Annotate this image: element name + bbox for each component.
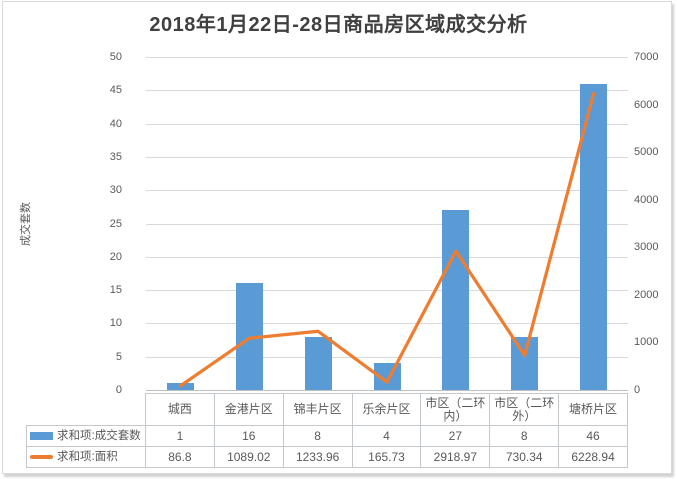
table-cell: 6228.94 <box>559 447 628 468</box>
table-cell: 2918.97 <box>421 447 491 468</box>
table-column-header: 市区（二环内） <box>421 393 491 426</box>
table-cell: 1 <box>146 426 215 447</box>
right-axis-tick: 4000 <box>634 193 659 206</box>
gridline <box>146 290 628 292</box>
left-axis-tick: 25 <box>109 217 122 230</box>
right-axis-tick: 6000 <box>634 98 659 111</box>
area-line <box>178 92 596 388</box>
x-axis-line <box>146 390 628 391</box>
right-axis-tick: 1000 <box>634 336 659 349</box>
gridline <box>146 256 628 258</box>
left-axis-tick: 5 <box>115 350 122 363</box>
gridline <box>146 223 628 225</box>
table-cell: 8 <box>283 426 353 447</box>
legend-line-swatch <box>30 455 53 459</box>
left-axis-tick: 50 <box>109 51 122 63</box>
table-column-header: 锦丰片区 <box>283 393 353 426</box>
legend-series-name: 求和项:面积 <box>57 450 118 463</box>
table-column-header: 市区（二环外） <box>490 393 560 426</box>
table-column-header: 城西 <box>146 393 215 426</box>
gridline <box>146 156 628 158</box>
right-axis-tick: 3000 <box>634 241 659 254</box>
table-cell: 8 <box>490 426 560 447</box>
chart-title: 2018年1月22日-28日商品房区域成交分析 <box>149 14 528 36</box>
table-cell: 4 <box>352 426 422 447</box>
left-axis-tick: 20 <box>109 250 122 263</box>
bar-市区（二环内） <box>442 210 470 390</box>
left-axis-tick: 45 <box>109 84 122 97</box>
left-axis-tick: 35 <box>109 150 122 163</box>
left-axis-tick: 0 <box>115 384 122 396</box>
gridline <box>146 190 628 192</box>
table-cell: 46 <box>559 426 628 447</box>
data-table: 城西 金港片区 锦丰片区 乐余片区 市区（二环内） 市区（二环外） 塘桥片区求和项:成交套数… <box>26 393 628 468</box>
table-cell: 730.34 <box>490 447 560 468</box>
gridline <box>146 90 628 92</box>
right-axis-tick: 5000 <box>634 146 659 159</box>
gridline <box>146 323 628 325</box>
y-axis-title: 成交套数 <box>20 202 32 246</box>
right-axis-tick: 2000 <box>634 288 659 301</box>
right-axis-tick: 7000 <box>634 51 659 63</box>
bar-市区（二环外） <box>511 336 539 390</box>
legend-row-label: 求和项:面积 <box>26 447 146 468</box>
table-cell: 1233.96 <box>283 447 353 468</box>
gridline <box>146 57 628 58</box>
table-cell: 165.73 <box>352 447 422 468</box>
table-column-header: 塘桥片区 <box>559 393 628 426</box>
table-cell: 16 <box>214 426 284 447</box>
legend-row-label: 求和项:成交套数 <box>26 426 146 447</box>
line-series <box>178 92 596 388</box>
bar-锦丰片区 <box>304 336 332 390</box>
left-axis-tick: 30 <box>109 184 122 197</box>
table-corner-cell <box>26 393 146 426</box>
bar-塘桥片区 <box>580 83 608 390</box>
table-cell: 1089.02 <box>214 447 284 468</box>
left-axis-tick: 40 <box>109 117 122 130</box>
gridline <box>146 123 628 125</box>
table-cell: 27 <box>421 426 491 447</box>
gridline <box>146 356 628 358</box>
right-axis-tick: 0 <box>634 384 641 396</box>
plot-area <box>146 57 628 390</box>
left-axis-tick: 15 <box>109 284 122 297</box>
table-column-header: 金港片区 <box>214 393 284 426</box>
table-column-header: 乐余片区 <box>352 393 422 426</box>
table-cell: 86.8 <box>146 447 215 468</box>
legend-series-name: 求和项:成交套数 <box>57 429 141 442</box>
legend-bar-swatch <box>30 432 53 440</box>
left-axis-tick: 10 <box>109 317 122 330</box>
